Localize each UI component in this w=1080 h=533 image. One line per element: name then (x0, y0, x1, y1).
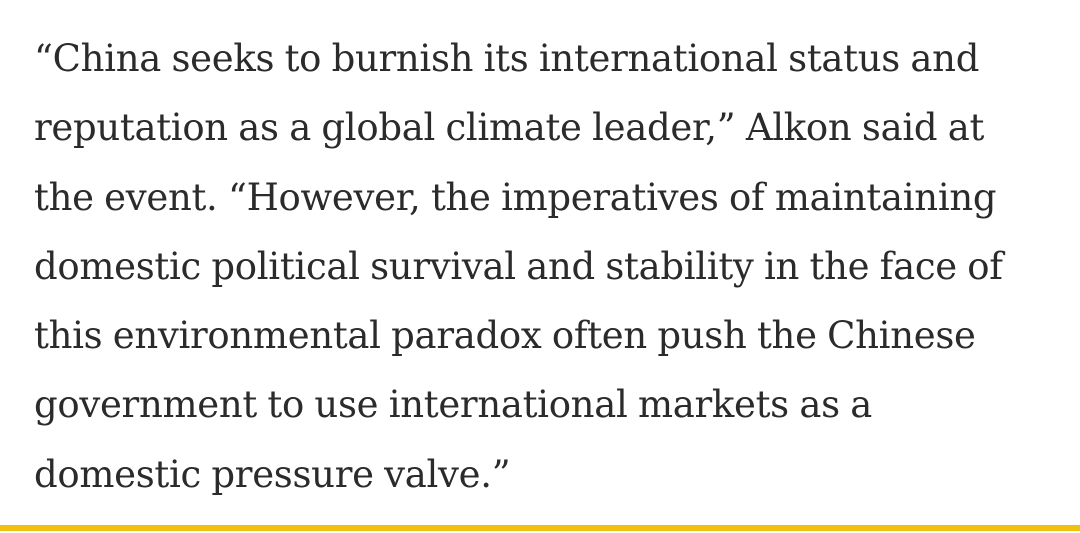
paragraph-line: domestic pressure valve.” (34, 452, 511, 496)
article-body: “China seeks to burnish its internationa… (34, 24, 1064, 509)
paragraph-line: the event. “However, the imperatives of … (34, 175, 997, 219)
paragraph-line: “China seeks to burnish its internationa… (34, 37, 980, 80)
paragraph-line: reputation as a global climate leader,” … (34, 106, 985, 150)
paragraph-line: government to use international markets … (34, 383, 872, 427)
quote-paragraph: “China seeks to burnish its internationa… (34, 24, 1064, 509)
accent-divider (0, 525, 1080, 531)
paragraph-line: this environmental paradox often push th… (34, 314, 976, 358)
paragraph-line: domestic political survival and stabilit… (34, 244, 1003, 288)
